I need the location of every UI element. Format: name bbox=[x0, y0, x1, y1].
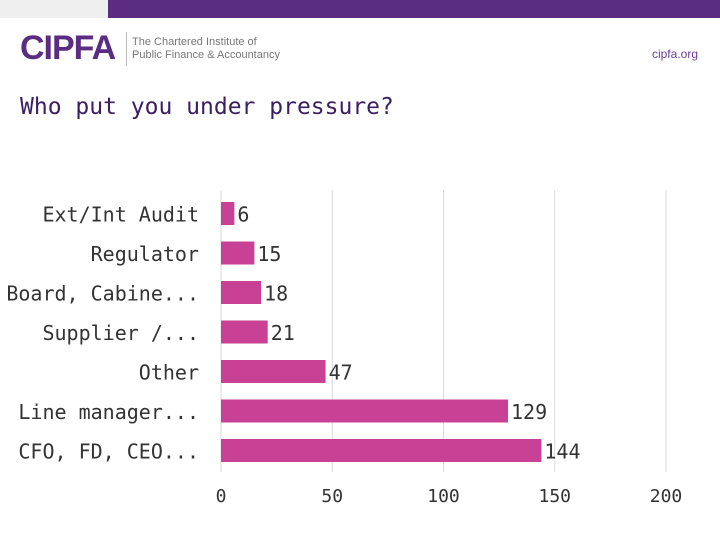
top-banner bbox=[0, 0, 720, 18]
x-tick-label-200: 200 bbox=[650, 486, 683, 507]
value-label-1: 15 bbox=[257, 242, 281, 266]
bar-5 bbox=[221, 399, 509, 423]
value-label-6: 144 bbox=[544, 440, 580, 464]
bar-chart: Ext/Int Audit 6 Regulator 15 Board, Cabine..… bbox=[6, 190, 683, 507]
logo-divider bbox=[126, 32, 127, 66]
top-banner-purple bbox=[108, 0, 720, 18]
value-label-5: 129 bbox=[511, 400, 547, 424]
category-label-0: Ext/Int Audit bbox=[42, 203, 199, 227]
bar-1 bbox=[221, 241, 255, 265]
category-label-4: Other bbox=[139, 361, 199, 385]
category-label-6: CFO, FD, CEO... bbox=[18, 440, 199, 464]
site-url: cipfa.org bbox=[651, 47, 698, 61]
category-label-5: Line manager... bbox=[18, 400, 199, 424]
bar-2 bbox=[221, 281, 262, 304]
value-label-3: 21 bbox=[271, 321, 295, 345]
x-tick-label-100: 100 bbox=[427, 486, 460, 507]
category-label-3: Supplier /... bbox=[42, 321, 199, 345]
category-label-1: Regulator bbox=[91, 242, 199, 266]
x-tick-label-0: 0 bbox=[216, 486, 227, 507]
bar-4 bbox=[221, 360, 326, 383]
logo-tagline-line2: Public Finance & Accountancy bbox=[132, 49, 280, 61]
top-banner-grey bbox=[0, 0, 108, 18]
value-label-2: 18 bbox=[264, 282, 288, 306]
value-label-4: 47 bbox=[329, 361, 353, 385]
slide-title: Who put you under pressure? bbox=[20, 94, 394, 120]
x-tick-label-50: 50 bbox=[321, 486, 343, 507]
logo-tagline-line1: The Chartered Institute of bbox=[132, 36, 257, 48]
category-label-2: Board, Cabine... bbox=[6, 282, 199, 306]
x-tick-label-150: 150 bbox=[538, 486, 571, 507]
bar-0 bbox=[221, 202, 235, 225]
bar-6 bbox=[221, 439, 542, 462]
bar-3 bbox=[221, 320, 268, 344]
logo-wordmark: CIPFA bbox=[20, 29, 116, 67]
value-label-0: 6 bbox=[237, 203, 249, 227]
logo-tagline: The Chartered Institute of Public Financ… bbox=[132, 36, 322, 62]
